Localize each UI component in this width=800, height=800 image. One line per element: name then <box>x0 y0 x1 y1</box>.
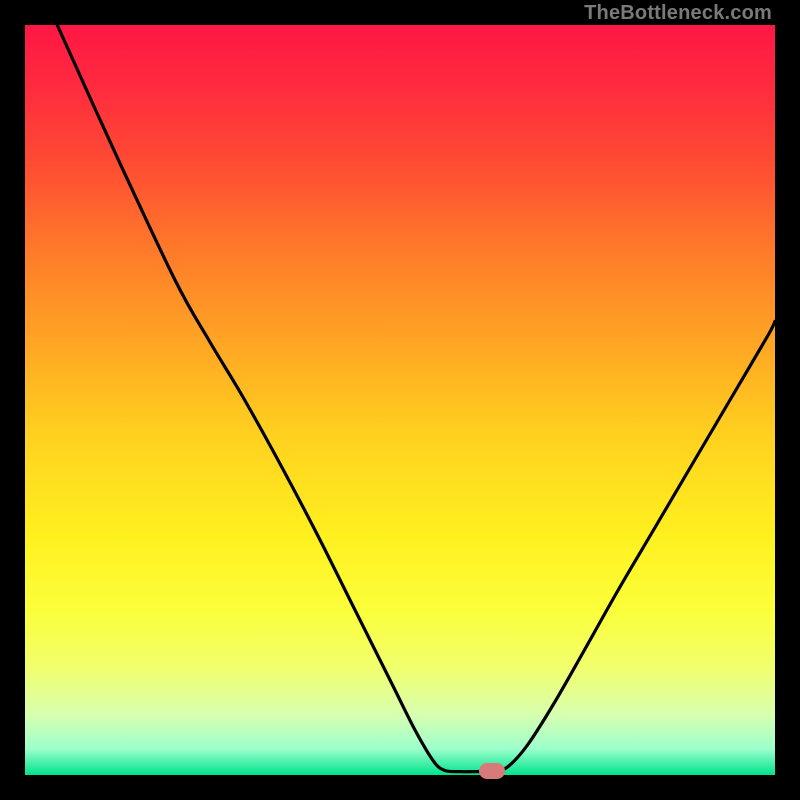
plot-area <box>25 25 775 775</box>
optimal-point-marker <box>479 763 505 779</box>
chart-frame: TheBottleneck.com <box>0 0 800 800</box>
bottleneck-curve <box>25 25 775 775</box>
watermark-text: TheBottleneck.com <box>584 2 772 25</box>
